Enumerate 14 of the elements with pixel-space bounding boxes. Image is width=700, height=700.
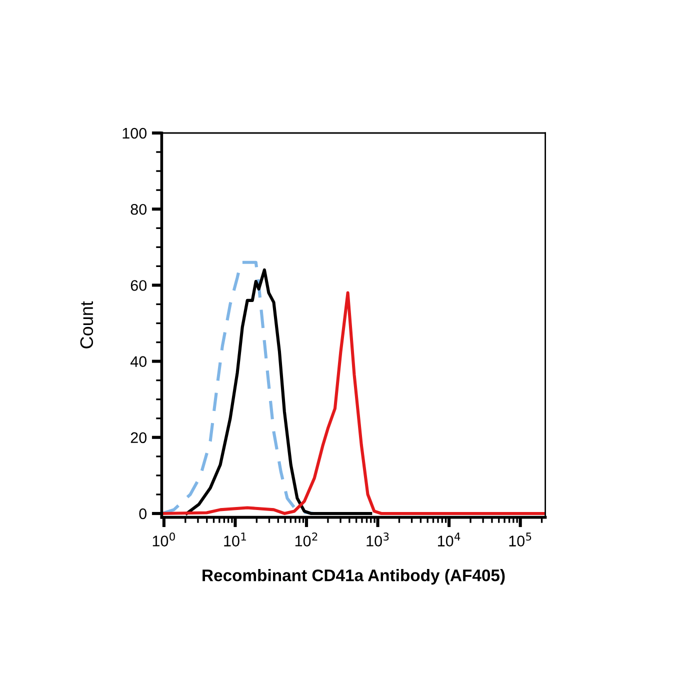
y-tick-label: 40 — [130, 356, 147, 367]
x-axis-title: Recombinant CD41a Antibody (AF405) — [202, 569, 505, 585]
y-axis-title: Count — [80, 301, 94, 348]
y-tick-label: 60 — [130, 280, 147, 291]
x-tick-label: 10$^{5}$ — [509, 532, 532, 546]
x-tick-label: 10$^{4}$ — [438, 532, 460, 546]
x-tick-label: 10$^{1}$ — [224, 532, 246, 546]
y-tick-label: 80 — [130, 204, 147, 215]
y-tick-label: 20 — [130, 432, 147, 444]
x-tick-label: 10$^{0}$ — [152, 532, 175, 546]
x-tick-label: 10$^{3}$ — [366, 532, 389, 546]
y-tick-label: 100 — [122, 128, 147, 139]
x-tick-label: 10$^{2}$ — [295, 532, 318, 546]
y-tick-label: 0 — [139, 508, 147, 520]
